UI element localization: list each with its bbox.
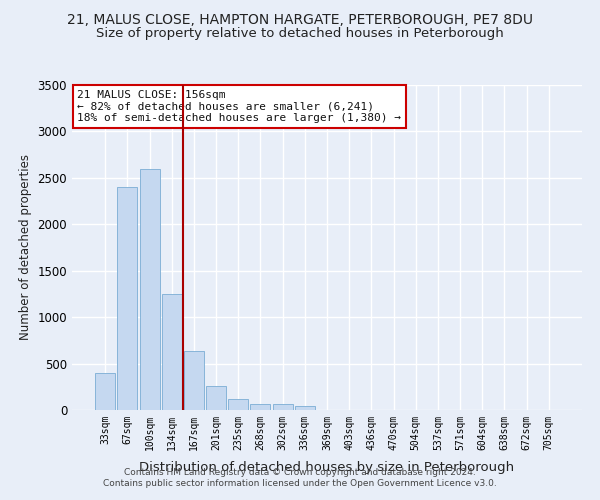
Bar — [228, 399, 248, 410]
Text: Size of property relative to detached houses in Peterborough: Size of property relative to detached ho… — [96, 28, 504, 40]
Y-axis label: Number of detached properties: Number of detached properties — [19, 154, 32, 340]
Bar — [140, 168, 160, 410]
Text: 21, MALUS CLOSE, HAMPTON HARGATE, PETERBOROUGH, PE7 8DU: 21, MALUS CLOSE, HAMPTON HARGATE, PETERB… — [67, 12, 533, 26]
Bar — [206, 386, 226, 410]
Bar — [162, 294, 182, 410]
Bar — [118, 187, 137, 410]
Bar — [295, 406, 315, 410]
Bar — [272, 404, 293, 410]
Text: 21 MALUS CLOSE: 156sqm
← 82% of detached houses are smaller (6,241)
18% of semi-: 21 MALUS CLOSE: 156sqm ← 82% of detached… — [77, 90, 401, 123]
X-axis label: Distribution of detached houses by size in Peterborough: Distribution of detached houses by size … — [139, 461, 515, 474]
Bar — [250, 404, 271, 410]
Bar — [184, 350, 204, 410]
Bar — [95, 373, 115, 410]
Text: Contains HM Land Registry data © Crown copyright and database right 2024.
Contai: Contains HM Land Registry data © Crown c… — [103, 468, 497, 487]
